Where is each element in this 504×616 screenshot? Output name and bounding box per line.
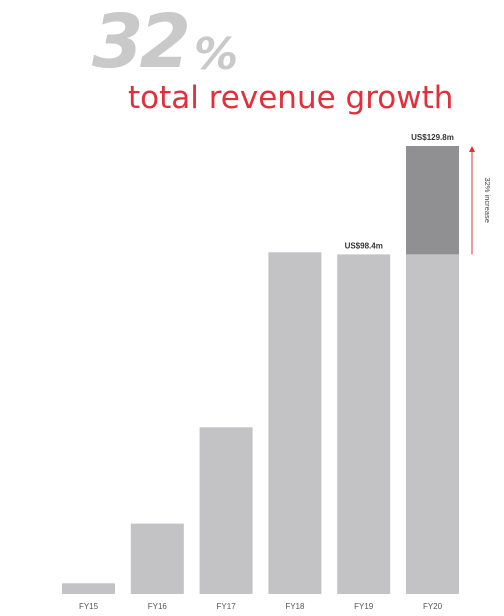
bar-fy15 [62, 583, 115, 594]
increase-arrow-head [469, 146, 475, 152]
data-label-fy19: US$98.4m [345, 241, 383, 250]
tick-label-fy17: FY17 [217, 602, 237, 611]
tick-label-fy15: FY15 [79, 602, 99, 611]
bar-fy20-base [406, 254, 459, 594]
tick-label-fy18: FY18 [285, 602, 305, 611]
headline-percent-number: 32 [92, 0, 191, 85]
bar-fy16 [130, 523, 184, 594]
increase-annotation: 32% increase [483, 177, 492, 222]
bar-fy20-increase [406, 146, 459, 255]
bar-fy17 [199, 427, 253, 594]
tick-label-fy16: FY16 [148, 602, 168, 611]
data-label-fy20: US$129.8m [411, 133, 454, 142]
bar-fy19 [337, 254, 391, 594]
bar-fy18 [268, 252, 322, 594]
tick-label-fy20: FY20 [423, 602, 443, 611]
headline-subtitle: total revenue growth [128, 80, 454, 116]
headline-percent-sign: % [194, 29, 239, 80]
tick-label-fy19: FY19 [354, 602, 374, 611]
